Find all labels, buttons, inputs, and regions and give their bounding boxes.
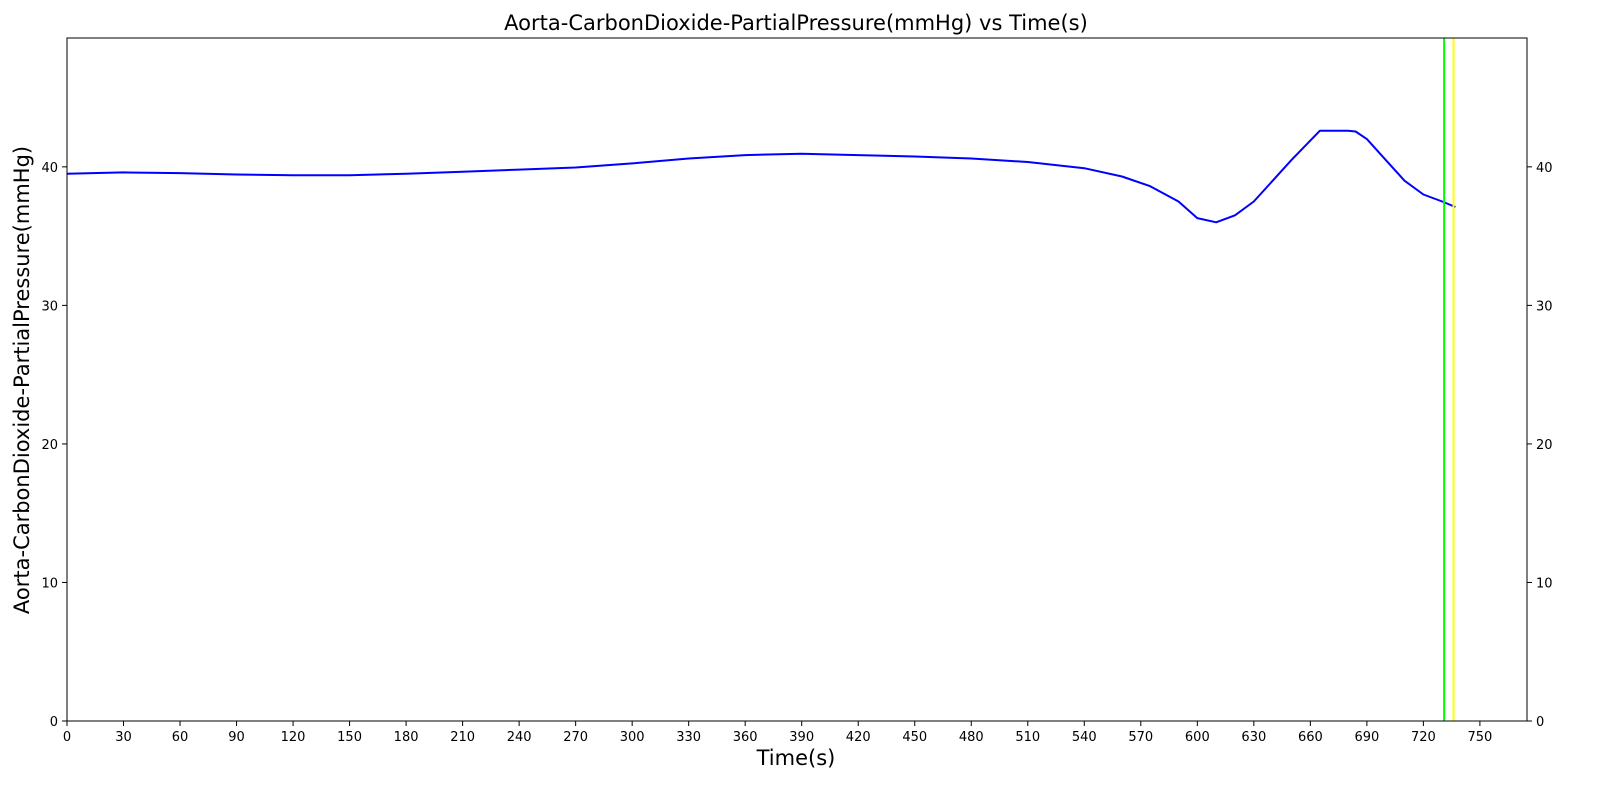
x-tick-label: 60: [172, 730, 189, 745]
x-tick-label: 240: [507, 730, 532, 745]
right-y-tick-label: 20: [1536, 438, 1553, 453]
x-tick-label: 330: [676, 730, 701, 745]
x-tick-label: 120: [281, 730, 306, 745]
x-tick-label: 570: [1128, 730, 1153, 745]
right-y-tick-label: 10: [1536, 576, 1553, 591]
y-tick-label: 30: [41, 299, 58, 314]
x-tick-label: 0: [63, 730, 71, 745]
x-tick-label: 360: [733, 730, 758, 745]
y-axis-title: Aorta-CarbonDioxide-PartialPressure(mmHg…: [10, 146, 34, 614]
plot-frame: [66, 37, 1528, 722]
right-y-tick-label: 0: [1536, 715, 1544, 730]
x-tick-label: 30: [115, 730, 132, 745]
x-tick-label: 210: [450, 730, 475, 745]
x-tick-label: 180: [394, 730, 419, 745]
series-line: [66, 129, 1456, 224]
right-y-tick-label: 40: [1536, 161, 1553, 176]
x-tick-label: 270: [563, 730, 588, 745]
chart-title: Aorta-CarbonDioxide-PartialPressure(mmHg…: [504, 11, 1088, 35]
x-tick-label: 420: [846, 730, 871, 745]
x-tick-label: 720: [1411, 730, 1436, 745]
x-tick-label: 690: [1354, 730, 1379, 745]
x-tick-label: 150: [337, 730, 362, 745]
right-y-tick-label: 30: [1536, 299, 1553, 314]
plot-area: 0 30 60 90 120 150 180 210 240 270 300 330 360 390 420…: [41, 38, 1553, 745]
x-tick-label: 630: [1241, 730, 1266, 745]
x-tick-label: 90: [228, 730, 245, 745]
x-tick-label: 450: [902, 730, 927, 745]
y-tick-label: 0: [50, 715, 58, 730]
x-tick-label: 390: [789, 730, 814, 745]
x-tick-label: 600: [1185, 730, 1210, 745]
x-axis-title: Time(s): [756, 746, 836, 770]
x-tick-label: 750: [1467, 730, 1492, 745]
x-tick-label: 540: [1072, 730, 1097, 745]
x-tick-label: 480: [959, 730, 984, 745]
y-tick-label: 10: [41, 576, 58, 591]
y-tick-label: 20: [41, 438, 58, 453]
y-tick-label: 40: [41, 161, 58, 176]
x-tick-label: 660: [1298, 730, 1323, 745]
x-tick-label: 510: [1015, 730, 1040, 745]
x-tick-label: 300: [620, 730, 645, 745]
